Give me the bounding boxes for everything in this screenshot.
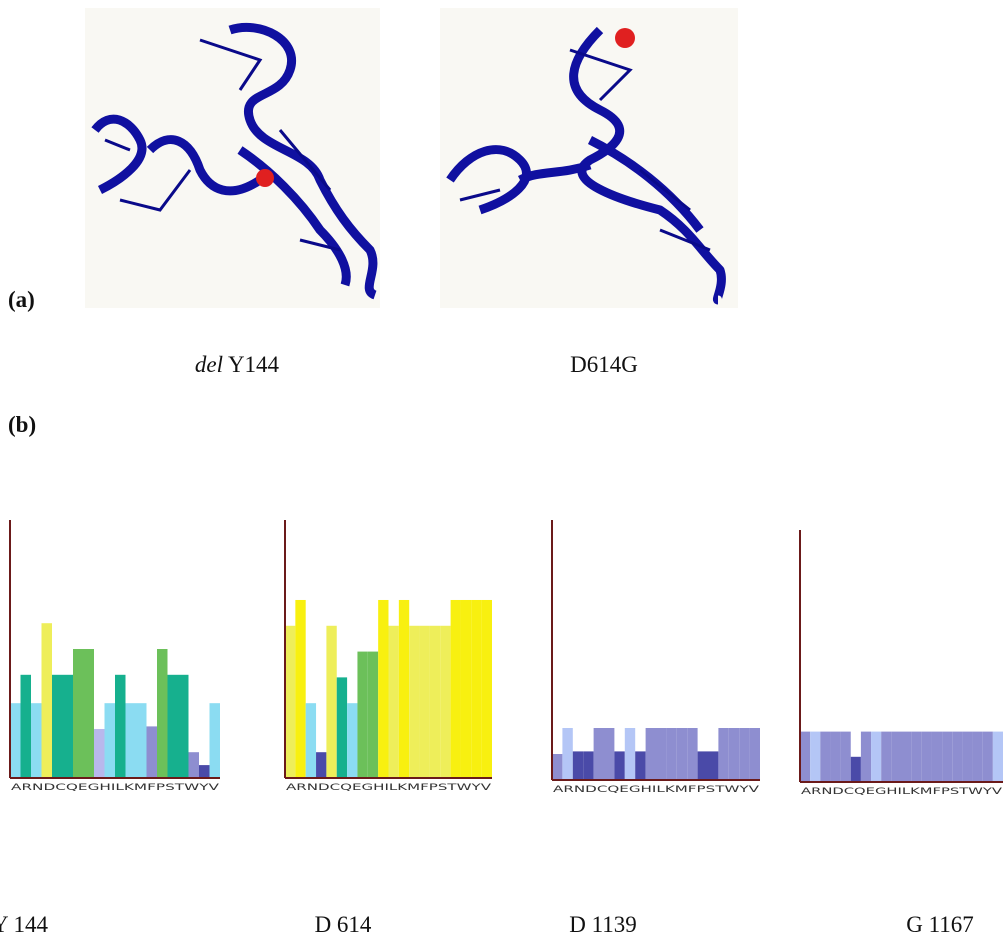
- chart-title: D 1139: [569, 912, 637, 934]
- bar: [285, 626, 295, 778]
- bar: [105, 703, 116, 778]
- bar: [604, 728, 614, 780]
- bar: [800, 732, 810, 782]
- bar: [573, 751, 583, 780]
- bar: [368, 652, 378, 778]
- chart-title: G 1167: [906, 912, 974, 934]
- bar: [461, 600, 471, 778]
- bar: [729, 728, 739, 780]
- bar: [389, 626, 399, 778]
- bar: [337, 677, 347, 778]
- bar: [902, 732, 912, 782]
- bar: [94, 729, 105, 778]
- bar: [178, 675, 189, 778]
- bar: [295, 600, 305, 778]
- structure-caption: D614G: [570, 352, 638, 377]
- bar: [136, 703, 147, 778]
- bar: [687, 728, 697, 780]
- bar: [861, 732, 871, 782]
- bar: [347, 703, 357, 778]
- structure-image: [440, 8, 738, 308]
- bar: [739, 728, 749, 780]
- bar: [983, 732, 993, 782]
- bar: [891, 732, 901, 782]
- bar: [820, 732, 830, 782]
- bar: [750, 728, 760, 780]
- bar: [115, 675, 126, 778]
- bar: [646, 728, 656, 780]
- bar: [625, 728, 635, 780]
- bar: [31, 703, 42, 778]
- bar: [552, 754, 562, 780]
- bar: [357, 652, 367, 778]
- bar: [942, 732, 952, 782]
- panel-label: (a): [8, 287, 35, 312]
- bar: [126, 703, 137, 778]
- bar: [962, 732, 972, 782]
- bar: [409, 626, 419, 778]
- bar: [430, 626, 440, 778]
- bar: [881, 732, 891, 782]
- bar: [199, 765, 210, 778]
- bar: [841, 732, 851, 782]
- bar: [932, 732, 942, 782]
- bar: [952, 732, 962, 782]
- bar: [482, 600, 492, 778]
- bar: [73, 649, 84, 778]
- bar: [993, 732, 1003, 782]
- bar: [157, 649, 168, 778]
- bar: [10, 703, 21, 778]
- bar: [316, 752, 326, 778]
- panel-label: (b): [8, 412, 36, 437]
- caption-italic: del: [195, 352, 223, 377]
- bar: [851, 757, 861, 782]
- bar: [84, 649, 95, 778]
- chart-title: Y 144: [0, 912, 48, 934]
- bar: [871, 732, 881, 782]
- axis-letters: ARNDCQEGHILKMFPSTWYV: [553, 785, 760, 795]
- figure: (a) del Y144 D614G (b) ARNDCQEGHILKMFPST…: [0, 0, 1005, 934]
- bar: [635, 751, 645, 780]
- bar: [583, 751, 593, 780]
- bar: [63, 675, 74, 778]
- bar: [306, 703, 316, 778]
- structure-caption: del Y144: [195, 352, 280, 377]
- bar: [708, 751, 718, 780]
- bar: [718, 728, 728, 780]
- bar: [698, 751, 708, 780]
- bar: [973, 732, 983, 782]
- axis-letters: ARNDCQEGHILKMFPSTWYV: [286, 783, 492, 793]
- bar: [594, 728, 604, 780]
- bar: [147, 726, 158, 778]
- bar: [42, 623, 53, 778]
- bar: [922, 732, 932, 782]
- axis-letters: ARNDCQEGHILKMFPSTWYV: [801, 787, 1003, 797]
- axis-letters: ARNDCQEGHILKMFPSTWYV: [11, 783, 220, 793]
- bar: [614, 751, 624, 780]
- bar: [378, 600, 388, 778]
- bar: [471, 600, 481, 778]
- bar: [168, 675, 179, 778]
- bar: [666, 728, 676, 780]
- bar: [420, 626, 430, 778]
- bar: [912, 732, 922, 782]
- bar: [210, 703, 221, 778]
- bar: [810, 732, 820, 782]
- bar: [677, 728, 687, 780]
- caption-text: Y144: [228, 352, 280, 377]
- bar: [562, 728, 572, 780]
- bar: [399, 600, 409, 778]
- bar: [52, 675, 63, 778]
- bar: [656, 728, 666, 780]
- bar: [440, 626, 450, 778]
- bar: [830, 732, 840, 782]
- structure-image: [85, 8, 380, 308]
- bar: [451, 600, 461, 778]
- bar: [189, 752, 200, 778]
- bar: [326, 626, 336, 778]
- bar: [21, 675, 32, 778]
- chart-title: D 614: [315, 912, 372, 934]
